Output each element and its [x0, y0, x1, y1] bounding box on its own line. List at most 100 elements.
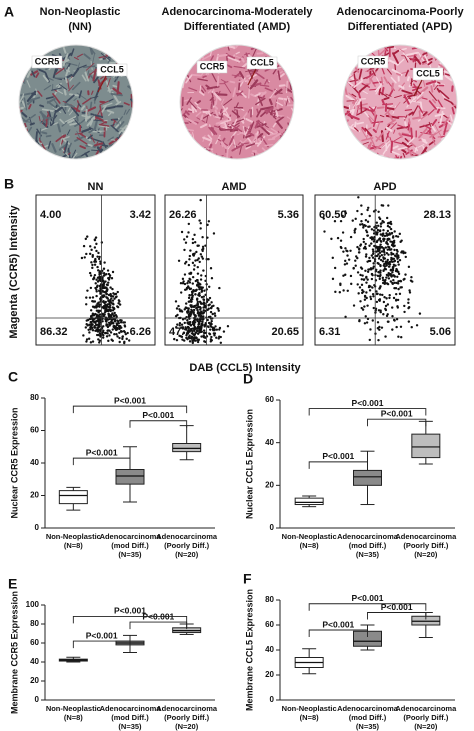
tissue-fiber: [373, 154, 379, 159]
tissue-fiber: [455, 66, 457, 74]
y-axis-label: Nuclear CCL5 Expression: [244, 409, 254, 519]
tissue-fiber: [265, 107, 273, 115]
tissue-fiber: [347, 49, 357, 60]
tissue-fiber: [27, 98, 34, 105]
density-dot: [93, 300, 97, 303]
density-dot: [385, 314, 389, 318]
density-dot: [190, 337, 193, 340]
tissue-fiber: [388, 89, 394, 97]
density-dot: [393, 274, 396, 278]
density-dot: [347, 258, 351, 261]
density-dot: [371, 292, 375, 296]
tissue-fiber: [376, 106, 385, 109]
density-dot: [354, 259, 357, 262]
tissue-fiber: [188, 87, 198, 92]
density-dot: [387, 265, 391, 268]
density-dot: [377, 210, 380, 213]
tissue-fiber: [417, 155, 420, 159]
tissue-fiber: [76, 115, 79, 122]
tissue-fiber: [410, 127, 413, 141]
density-dot: [379, 246, 382, 249]
density-dot: [110, 318, 114, 321]
density-dot: [116, 290, 119, 294]
tissue-fiber: [280, 49, 287, 57]
tissue-fiber: [23, 97, 28, 111]
density-dot: [89, 274, 93, 277]
density-dot: [209, 310, 213, 314]
tissue-fiber: [398, 132, 403, 138]
tissue-fiber: [249, 121, 255, 133]
density-dot: [193, 327, 196, 331]
tissue-fiber: [422, 51, 428, 56]
tissue-fiber: [215, 119, 229, 125]
density-dot: [105, 335, 109, 338]
tissue-fiber: [406, 76, 410, 82]
tissue-fiber: [204, 155, 210, 159]
density-dot: [185, 235, 189, 238]
density-dot: [397, 287, 400, 291]
tissue-fiber: [397, 124, 407, 129]
tissue-fiber: [443, 122, 448, 136]
density-dot: [101, 320, 104, 323]
density-dot: [381, 276, 385, 280]
density-dot: [184, 241, 188, 244]
density-dot: [93, 324, 96, 328]
tissue-fiber: [73, 155, 82, 159]
plot-frame: [35, 194, 156, 346]
quadrant-percent: 5.06: [430, 326, 451, 338]
density-dot: [372, 262, 375, 265]
tissue-fiber: [232, 87, 237, 98]
density-dot: [378, 287, 381, 290]
tissue-fiber: [220, 79, 227, 83]
tissue-fiber: [254, 92, 261, 97]
density-dot: [113, 297, 116, 300]
density-dot: [183, 308, 186, 311]
density-dot: [195, 336, 198, 340]
tissue-fiber: [414, 146, 419, 152]
density-dot: [393, 319, 396, 322]
tissue-fiber: [197, 78, 208, 82]
density-dot: [198, 331, 201, 334]
density-dot: [202, 298, 206, 302]
x-tick-label: Adenocarcinoma: [156, 532, 218, 541]
image-title: Differentiated (AMD): [184, 21, 291, 33]
density-dot: [385, 216, 389, 220]
density-dot: [95, 278, 98, 281]
density-dot: [110, 277, 114, 280]
density-dot: [368, 256, 371, 260]
tissue-fiber: [201, 85, 207, 92]
density-dot: [120, 326, 123, 329]
box: [115, 469, 145, 485]
tissue-fiber: [433, 153, 441, 159]
tissue-fiber: [66, 78, 70, 90]
tissue-fiber: [392, 145, 399, 150]
density-dot: [183, 321, 186, 325]
panel-label: E: [8, 576, 17, 592]
density-dot: [102, 325, 105, 328]
density-dot: [395, 325, 398, 329]
density-dot: [198, 329, 201, 332]
x-tick-label: (Poorly Diff.): [403, 541, 448, 550]
tissue-fiber: [363, 49, 367, 56]
density-dot: [399, 325, 403, 328]
density-dot: [385, 251, 389, 255]
tissue-fiber: [392, 49, 400, 55]
tissue-fiber: [86, 114, 96, 123]
density-dot: [378, 251, 382, 254]
density-dot: [385, 282, 389, 285]
tissue-fiber: [236, 90, 244, 97]
tissue-fiber: [416, 91, 424, 99]
tissue-fiber: [404, 55, 409, 63]
tissue-fiber: [288, 67, 291, 73]
density-dot: [369, 236, 372, 240]
density-dot: [385, 260, 389, 263]
density-dot: [370, 228, 374, 231]
density-dot: [211, 312, 214, 316]
tissue-fiber: [374, 142, 385, 150]
density-dot: [200, 296, 204, 299]
tissue-fiber: [391, 151, 400, 156]
image-title: Differentiated (APD): [348, 21, 453, 33]
tissue-fiber: [404, 108, 413, 111]
density-dot: [376, 261, 379, 265]
tissue-fiber: [440, 153, 445, 159]
